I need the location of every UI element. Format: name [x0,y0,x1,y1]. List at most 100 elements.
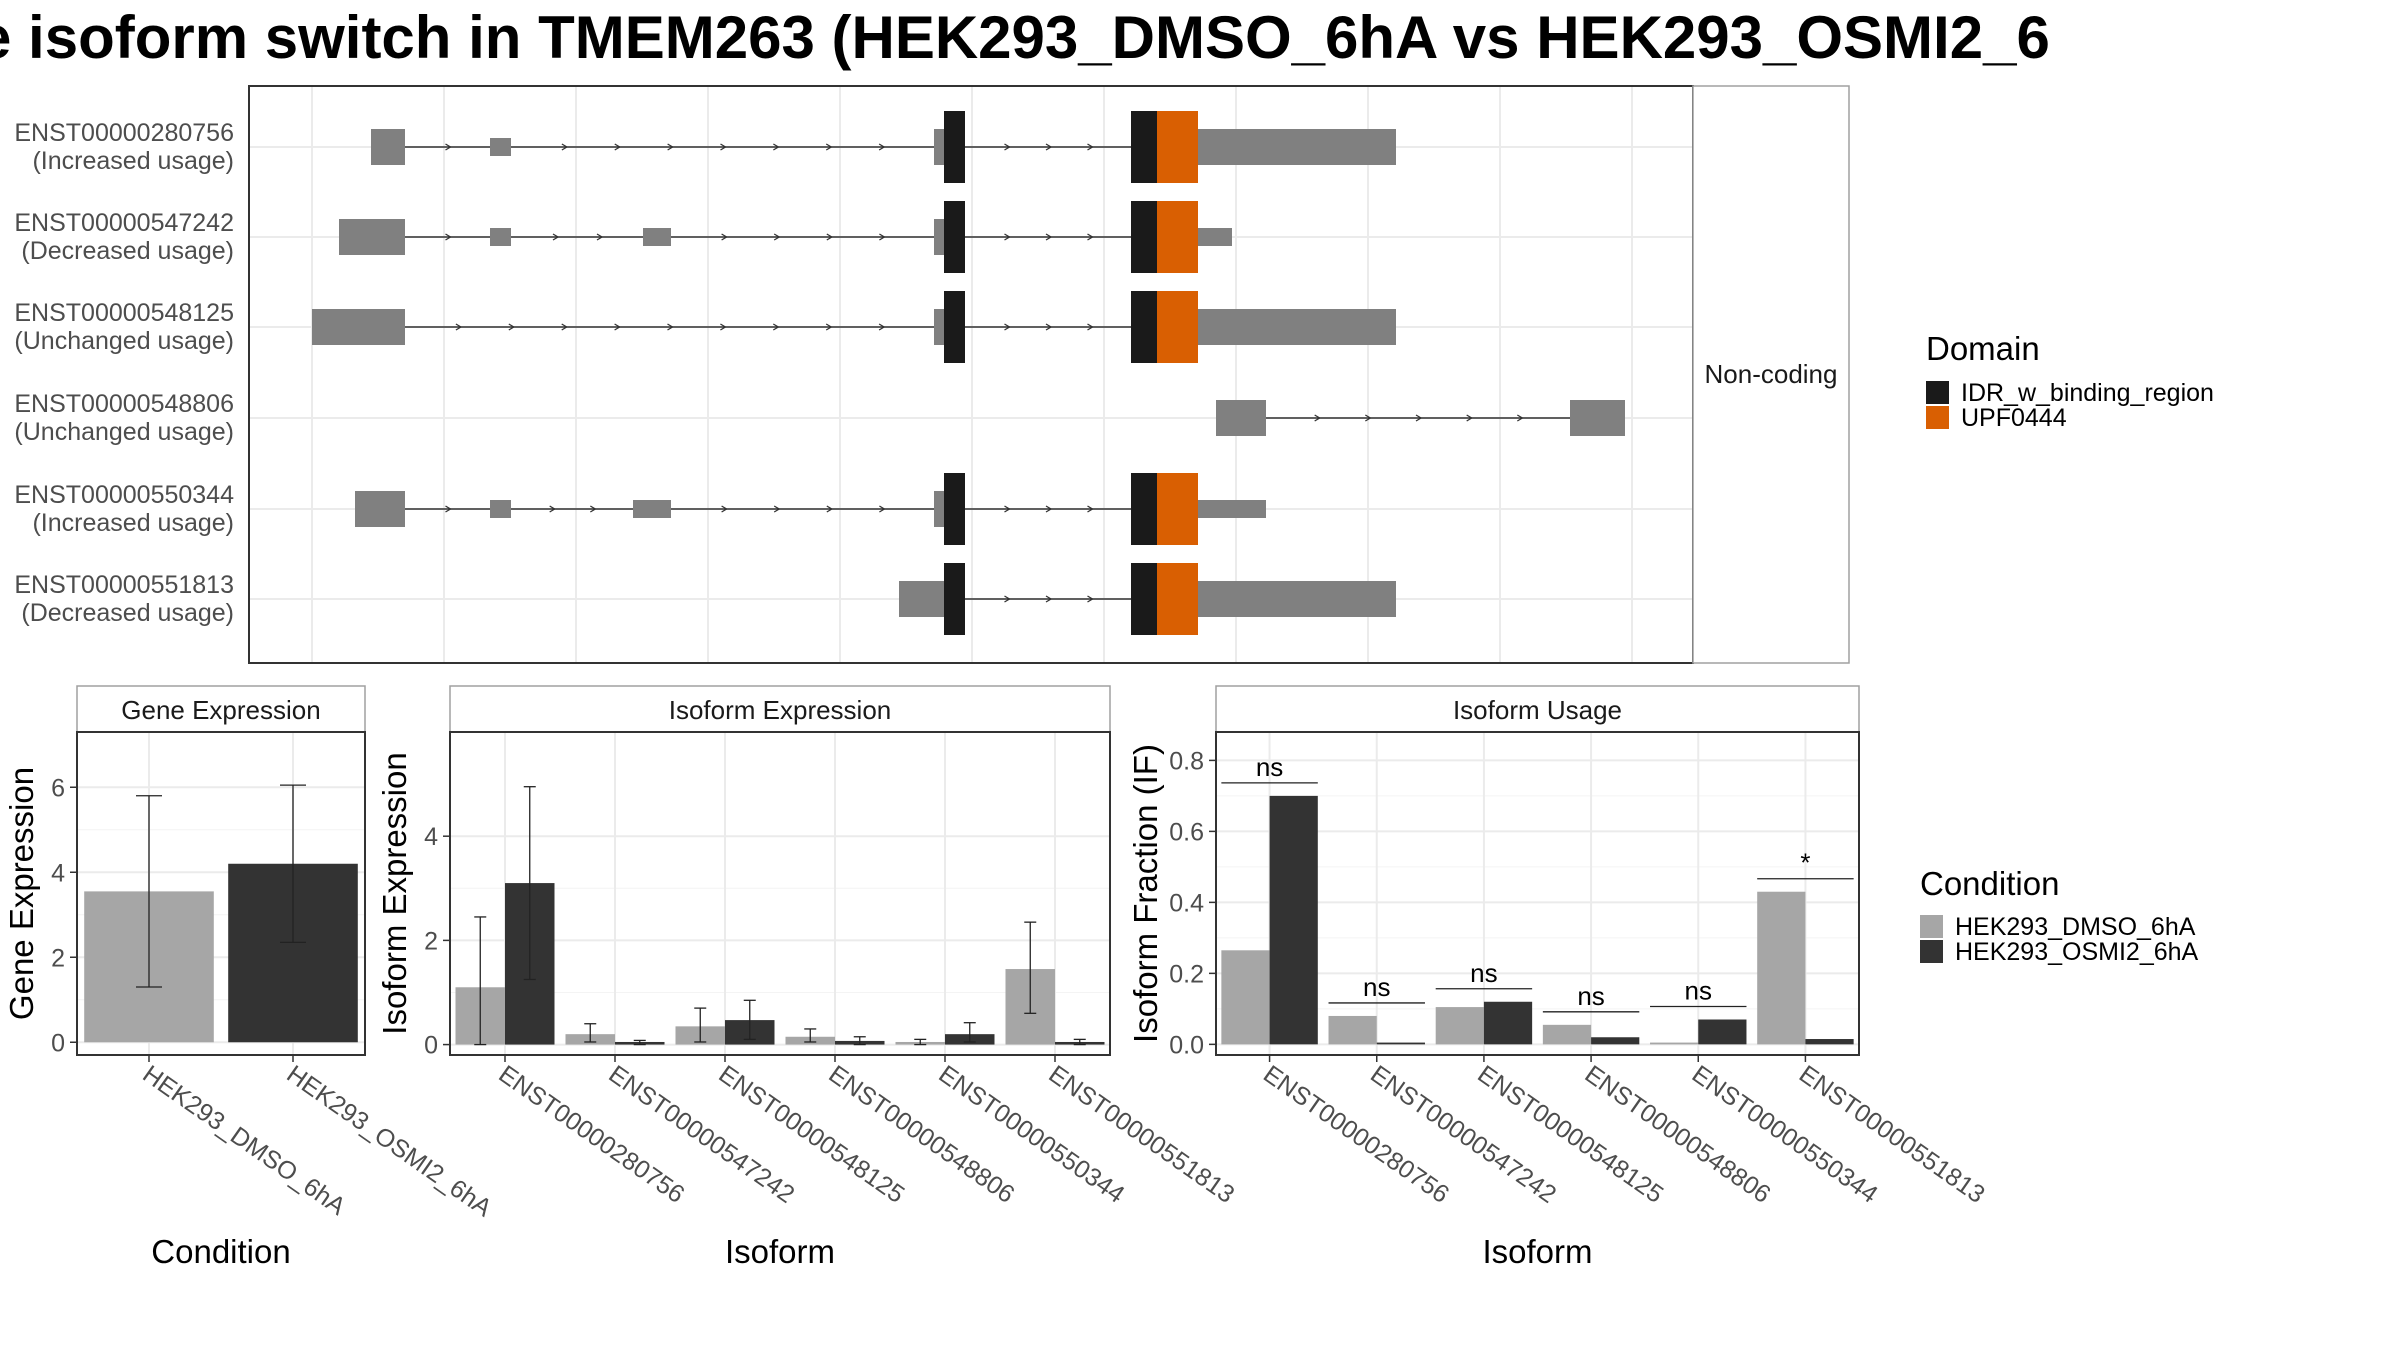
significance-label: * [1800,848,1810,878]
strip [1215,685,1860,733]
intron-arrow [878,323,886,331]
bar [1591,1037,1640,1045]
transcript-row [1216,400,1625,436]
significance-label: ns [1363,972,1390,1002]
domain-idr [944,111,965,183]
y-tick-label: 2 [424,927,438,955]
strip-title: Gene Expression [121,695,320,725]
y-tick-label: 0.2 [1169,960,1204,988]
x-axis-title: Condition [151,1233,290,1270]
intron-arrow [1087,143,1094,151]
intron-arrow [720,143,727,151]
y-tick-label: 0.6 [1169,818,1204,846]
intron-arrow [1004,595,1011,603]
panel-border [76,731,366,1056]
intron-arrow [1364,414,1372,422]
intron-arrow [1004,233,1011,241]
intron-arrow [561,143,569,151]
exon [1216,400,1266,436]
transcript-id-label: ENST00000548806 [14,390,234,418]
y-tick-label: 4 [424,823,438,851]
domain-idr [1131,111,1157,183]
domain-upf0444 [1157,291,1198,363]
exon [312,309,405,345]
y-axis-title: Isoform Expression [376,752,413,1034]
intron-arrow [667,143,674,151]
intron-arrow [614,143,622,151]
condition-legend: Condition HEK293_DMSO_6hA HEK293_OSMI2_6… [1920,865,2199,966]
x-axis-title: Isoform [1482,1233,1592,1270]
y-tick-label: 0.4 [1169,889,1204,917]
domain-idr [1131,291,1157,363]
intron-arrow [825,143,833,151]
exon [371,129,405,165]
domain-idr [1131,473,1157,545]
exon [1198,309,1396,345]
intron-arrow [445,143,452,151]
intron-arrow [667,323,674,331]
significance-label: ns [1470,958,1497,988]
transcript-row [899,563,1396,635]
exon [490,500,511,518]
isoform-expression-chart: Isoform Expression024ENST00000280756ENST… [376,685,1240,1270]
y-tick-label: 0 [51,1029,65,1057]
strip [449,685,1111,733]
transcript-usage-label: (Decreased usage) [21,237,234,265]
intron-arrow [589,505,597,513]
intron-arrow [561,323,568,331]
legend-label-osmi2: HEK293_OSMI2_6hA [1955,938,2199,966]
domain-idr [1131,201,1157,273]
intron-arrow [773,143,780,151]
intron-arrow [1466,414,1473,422]
bar [1435,1007,1484,1045]
transcript-id-label: ENST00000547242 [14,209,234,237]
exon [355,491,405,527]
transcript-row [371,111,1396,183]
intron-arrow [1045,505,1053,513]
intron-arrow [455,323,463,331]
gene-expression-chart: Gene Expression0246HEK293_DMSO_6hAHEK293… [3,685,497,1270]
intron-arrow [1045,143,1053,151]
x-tick-label: ENST00000548125 [1472,1060,1668,1209]
legend-label-dmso: HEK293_DMSO_6hA [1955,913,2196,941]
x-tick-label: ENST00000280756 [494,1060,690,1209]
significance-label: ns [1685,976,1712,1006]
intron-arrow [1087,505,1094,513]
y-tick-label: 6 [51,774,65,802]
exon [1198,500,1266,518]
domain-upf0444 [1157,563,1198,635]
facet-label: Non-coding [1705,359,1838,389]
intron-arrow [1087,595,1094,603]
intron-arrow [826,233,834,241]
facet-strip [1692,85,1850,664]
y-tick-label: 2 [51,944,65,972]
intron-arrow [720,323,727,331]
bar [1221,950,1270,1045]
panel-border [449,731,1111,1056]
x-tick-label: ENST00000548806 [1580,1060,1776,1209]
y-axis-title: Gene Expression [3,767,40,1020]
bar [1269,795,1318,1045]
strip [76,685,366,733]
domain-upf0444 [1157,201,1198,273]
transcript-id-label: ENST00000550344 [14,481,234,509]
exon [339,219,405,255]
x-axis-title: Isoform [725,1233,835,1270]
transcript-structure-plot: Non-coding ENST00000280756(Increased usa… [14,85,1850,664]
intron-arrow [772,323,780,331]
transcript-usage-label: (Increased usage) [32,147,234,175]
x-tick-label: ENST00000280756 [1258,1060,1454,1209]
bar [1757,891,1806,1045]
significance-label: ns [1256,752,1283,782]
intron-arrow [549,505,556,513]
y-tick-label: 0 [424,1032,438,1060]
bar [1805,1039,1854,1045]
bar [1328,1015,1377,1045]
strip-title: Isoform Usage [1453,695,1622,725]
intron-arrow [445,233,452,241]
intron-arrow [1045,233,1053,241]
legend-swatch-osmi2 [1920,940,1943,963]
transcript-row [339,201,1232,273]
exon [1198,228,1232,246]
